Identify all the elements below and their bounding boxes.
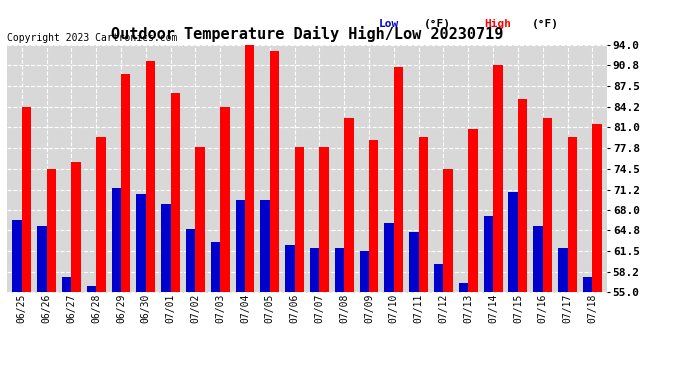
Bar — [558, 248, 567, 292]
Text: (°F): (°F) — [532, 19, 559, 29]
Bar — [112, 188, 121, 292]
Bar — [285, 245, 295, 292]
Bar — [394, 67, 403, 292]
Bar — [295, 147, 304, 292]
Bar — [459, 283, 469, 292]
Bar — [146, 61, 155, 292]
Text: Copyright 2023 Cartronics.com: Copyright 2023 Cartronics.com — [7, 33, 177, 42]
Bar — [384, 223, 394, 292]
Text: (°F): (°F) — [424, 19, 451, 29]
Title: Outdoor Temperature Daily High/Low 20230719: Outdoor Temperature Daily High/Low 20230… — [111, 27, 503, 42]
Bar — [310, 248, 319, 292]
Bar — [235, 201, 245, 292]
Bar — [121, 74, 130, 292]
Bar — [359, 251, 369, 292]
Bar — [195, 147, 205, 292]
Bar — [161, 204, 170, 292]
Bar — [96, 137, 106, 292]
Bar — [220, 107, 230, 292]
Bar — [71, 162, 81, 292]
Bar — [409, 232, 419, 292]
Bar — [434, 264, 444, 292]
Bar — [344, 118, 354, 292]
Bar — [270, 51, 279, 292]
Bar — [469, 129, 477, 292]
Bar — [211, 242, 220, 292]
Bar — [186, 229, 195, 292]
Bar — [567, 137, 577, 292]
Text: High: High — [484, 19, 511, 29]
Bar — [484, 216, 493, 292]
Bar — [592, 124, 602, 292]
Bar — [37, 226, 47, 292]
Bar — [137, 194, 146, 292]
Text: Low: Low — [379, 19, 400, 29]
Bar — [87, 286, 96, 292]
Bar — [533, 226, 543, 292]
Bar — [260, 201, 270, 292]
Bar — [62, 277, 71, 292]
Bar — [245, 45, 255, 292]
Bar — [319, 147, 329, 292]
Bar — [170, 93, 180, 292]
Bar — [22, 107, 31, 292]
Bar — [335, 248, 344, 292]
Bar — [583, 277, 592, 292]
Bar — [47, 169, 56, 292]
Bar — [543, 118, 552, 292]
Bar — [369, 140, 379, 292]
Bar — [12, 219, 22, 292]
Bar — [493, 65, 502, 292]
Bar — [444, 169, 453, 292]
Bar — [419, 137, 428, 292]
Bar — [509, 192, 518, 292]
Bar — [518, 99, 527, 292]
